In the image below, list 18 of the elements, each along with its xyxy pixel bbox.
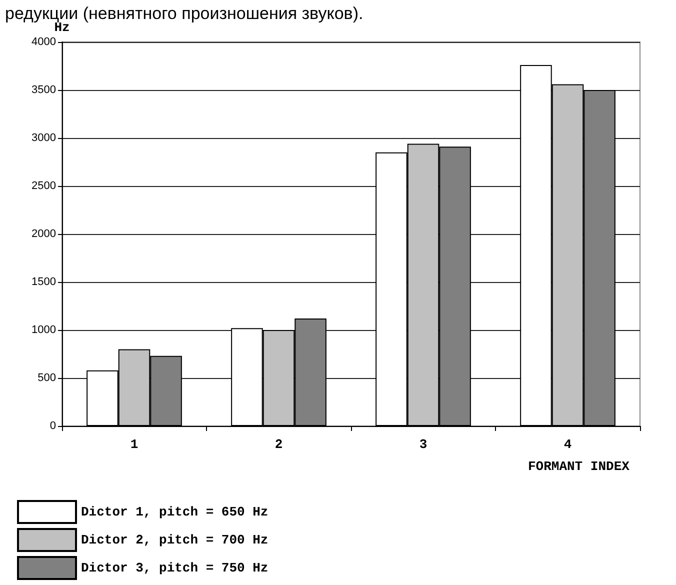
legend-label: Dictor 1, pitch = 650 Hz <box>81 504 268 520</box>
y-tick-label: 2000 <box>32 228 56 240</box>
y-tick-label: 1000 <box>32 324 56 336</box>
y-tick-label: 3500 <box>32 84 56 96</box>
y-tick-label: 2500 <box>32 180 56 192</box>
x-tick-label: 3 <box>419 437 428 452</box>
y-tick-label: 4000 <box>32 36 56 48</box>
x-tick-label: 4 <box>564 437 572 452</box>
y-tick-label: 500 <box>38 372 56 384</box>
chart-title: редукции (невнятного произношения звуков). <box>5 4 364 23</box>
x-tick-label: 2 <box>274 437 283 452</box>
x-axis-title: FORMANT INDEX <box>528 459 630 474</box>
y-tick-label: 1500 <box>32 276 56 288</box>
legend-label: Dictor 3, pitch = 750 Hz <box>81 560 268 576</box>
y-tick-label: 3000 <box>32 132 56 144</box>
x-tick-label: 1 <box>130 437 138 452</box>
legend-label: Dictor 2, pitch = 700 Hz <box>81 532 268 548</box>
y-tick-label: 0 <box>50 420 56 432</box>
